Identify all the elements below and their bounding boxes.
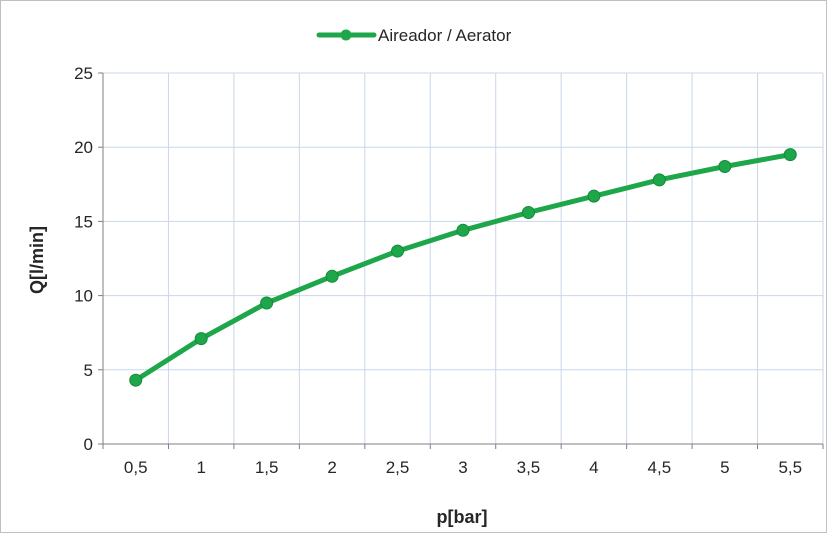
x-tick-label: 5 (720, 458, 729, 477)
x-tick-label: 4 (589, 458, 598, 477)
x-tick-label: 3,5 (517, 458, 541, 477)
y-tick-label: 10 (74, 287, 93, 306)
data-point (652, 173, 666, 187)
data-point (194, 332, 208, 346)
x-tick-label: 4,5 (648, 458, 672, 477)
y-tick-label: 25 (74, 64, 93, 83)
data-point (718, 159, 732, 173)
x-tick-label: 3 (458, 458, 467, 477)
legend: Aireador / Aerator (316, 26, 512, 45)
data-point (456, 223, 470, 237)
x-tick-label: 5,5 (778, 458, 802, 477)
legend-label: Aireador / Aerator (378, 26, 512, 45)
series-layer (129, 148, 797, 387)
data-point (391, 244, 405, 258)
y-tick-label: 20 (74, 138, 93, 157)
y-tick-label: 15 (74, 212, 93, 231)
grid-layer (103, 72, 824, 444)
x-tick-label: 0,5 (124, 458, 148, 477)
data-point (325, 269, 339, 283)
data-point (260, 296, 274, 310)
data-point (587, 189, 601, 203)
x-tick-label: 2 (327, 458, 336, 477)
x-tick-label: 1 (196, 458, 205, 477)
data-point (783, 148, 797, 162)
label-layer: 0 5 10 15 20 25 0,5 1 1,5 2 2,5 3 3,5 4 4,5 5 5,5 (74, 64, 802, 477)
y-tick-label: 0 (84, 435, 93, 454)
x-tick-label: 1,5 (255, 458, 279, 477)
legend-marker (340, 29, 352, 41)
axis-layer (98, 72, 824, 449)
x-axis-title: p[bar] (437, 507, 488, 527)
x-tick-label: 2,5 (386, 458, 410, 477)
data-point (129, 373, 143, 387)
data-point (521, 205, 535, 219)
y-axis-title: Q[l/min] (27, 226, 47, 294)
y-tick-label: 5 (84, 361, 93, 380)
